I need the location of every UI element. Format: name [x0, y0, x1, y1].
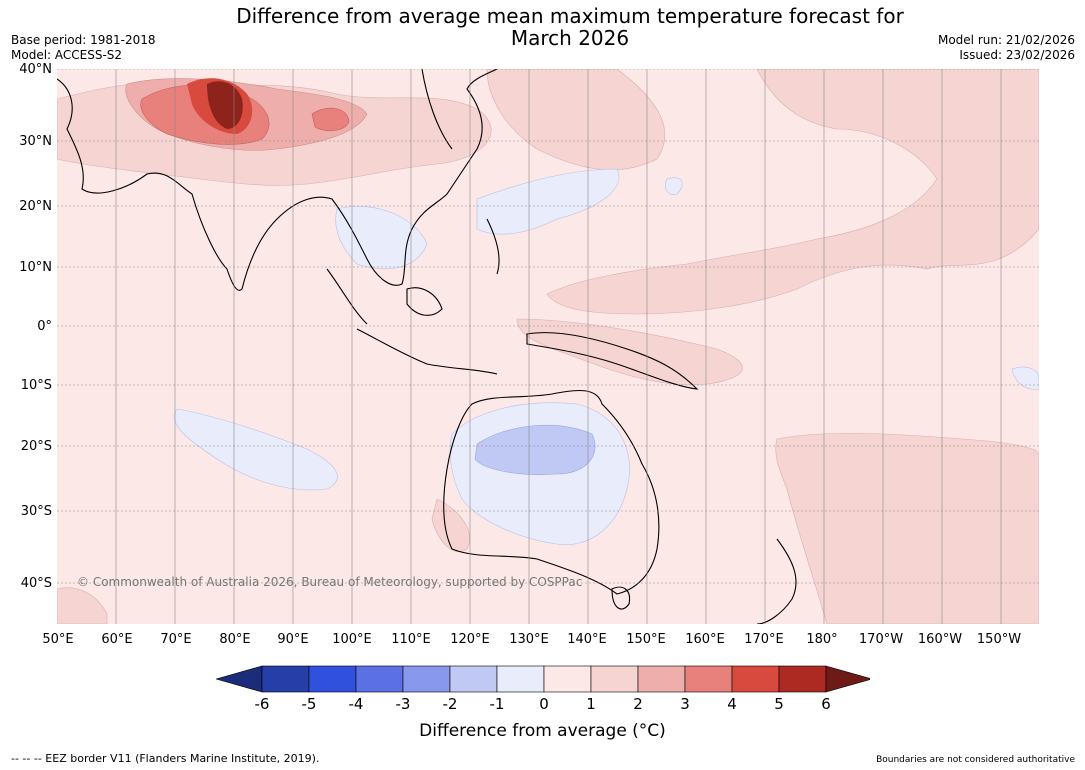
- colorbar-segment: [543, 665, 592, 693]
- lon-label: 120°E: [450, 632, 490, 647]
- west-australia-warm-zone: [431, 498, 470, 552]
- lon-label: 160°E: [685, 632, 725, 647]
- colorbar-segment: [449, 665, 498, 693]
- tasmania-coastline: [611, 586, 631, 610]
- colorbar-segment: [308, 665, 357, 693]
- meta-right: Model run: 21/02/2026 Issued: 23/02/2026: [938, 33, 1075, 63]
- title-line-1: Difference from average mean maximum tem…: [236, 4, 904, 28]
- colorbar-tick-label: -1: [489, 695, 505, 713]
- lat-label: 40°S: [20, 576, 52, 591]
- title-line-2: March 2026: [510, 26, 630, 50]
- coastlines: [57, 69, 797, 624]
- boundary-disclaimer: Boundaries are not considered authoritat…: [876, 755, 1075, 765]
- indian-ocean-cool: [174, 408, 338, 491]
- lon-label: 150°W: [976, 632, 1022, 647]
- philippine-sea-cool: [476, 168, 620, 235]
- colorbar-segment: [402, 665, 451, 693]
- new-guinea-coastline: [526, 332, 699, 390]
- lat-label: 10°S: [20, 378, 52, 393]
- meta-left: Base period: 1981-2018 Model: ACCESS-S2: [11, 33, 156, 63]
- colorbar-tick-label: 5: [774, 695, 784, 713]
- colorbar-segment: [731, 665, 780, 693]
- china-hot-spot: [311, 107, 350, 132]
- philippines-coastline: [486, 218, 500, 275]
- colorbar-segment: [590, 665, 639, 693]
- korea-japan-coastline: [421, 69, 453, 150]
- lat-label: 30°N: [19, 134, 52, 149]
- colorbar-extend-low: [216, 665, 263, 693]
- copyright-notice: © Commonwealth of Australia 2026, Bureau…: [77, 575, 583, 589]
- sumatra-coastline: [326, 268, 368, 325]
- lat-label: 20°N: [19, 199, 52, 214]
- anomaly-band-neg2-neg1: [474, 425, 596, 475]
- colorbar-tick-label: 4: [727, 695, 737, 713]
- asia-coastline: [57, 69, 498, 291]
- lon-label: 80°E: [219, 632, 251, 647]
- lon-label: 70°E: [160, 632, 192, 647]
- colorbar-tick-label: 6: [821, 695, 831, 713]
- colorbar-tick-label: -2: [442, 695, 458, 713]
- eez-note: -- -- -- EEZ border V11 (Flanders Marine…: [11, 752, 320, 765]
- colorbar-tick-label: -4: [348, 695, 364, 713]
- lon-label: 100°E: [332, 632, 372, 647]
- lat-label: 10°N: [19, 260, 52, 275]
- southwest-warm-zone: [57, 587, 108, 624]
- colorbar-tick-label: -5: [301, 695, 317, 713]
- lon-label: 50°E: [42, 632, 74, 647]
- new-zealand-coastline: [756, 538, 797, 624]
- lon-label: 150°E: [626, 632, 666, 647]
- lon-label: 160°W: [917, 632, 963, 647]
- colorbar-tick-label: -3: [395, 695, 411, 713]
- colorbar-extend-high: [825, 665, 870, 693]
- temperature-anomaly-map: [57, 69, 1039, 624]
- graticule: [57, 69, 1039, 624]
- lon-label: 110°E: [391, 632, 431, 647]
- australia-coastline: [443, 389, 660, 595]
- lat-label: 40°N: [19, 62, 52, 77]
- base-period: Base period: 1981-2018: [11, 33, 156, 47]
- colorbar-tick-label: 0: [539, 695, 549, 713]
- lon-label: 90°E: [277, 632, 309, 647]
- lat-label: 30°S: [20, 504, 52, 519]
- colorbar-tick-label: 2: [633, 695, 643, 713]
- pacific-warm-zone: [546, 69, 1039, 315]
- issued-date: Issued: 23/02/2026: [959, 48, 1075, 62]
- lon-label: 170°E: [744, 632, 784, 647]
- lon-label: 180°: [806, 632, 838, 647]
- colorbar-tick-label: 1: [586, 695, 596, 713]
- colorbar-segment: [261, 665, 310, 693]
- lon-label: 140°E: [567, 632, 607, 647]
- lat-label: 20°S: [20, 439, 52, 454]
- colorbar-tick-label: 3: [680, 695, 690, 713]
- central-australia-cool: [474, 425, 596, 475]
- lon-label: 130°E: [509, 632, 549, 647]
- lon-label: 170°W: [858, 632, 904, 647]
- east-pacific-cool-spot: [1011, 366, 1039, 390]
- colorbar-segment: [637, 665, 686, 693]
- indochina-cool: [335, 206, 428, 270]
- colorbar-segments: [216, 665, 870, 693]
- map-title: Difference from average mean maximum tem…: [170, 5, 970, 49]
- indonesia-coastline: [356, 328, 498, 375]
- colorbar: [216, 665, 870, 693]
- colorbar-segment: [496, 665, 545, 693]
- lon-label: 60°E: [101, 632, 133, 647]
- lat-label: 0°: [37, 319, 52, 334]
- borneo-coastline: [406, 287, 443, 316]
- colorbar-segment: [778, 665, 827, 693]
- model-name: Model: ACCESS-S2: [11, 48, 123, 62]
- colorbar-segment: [684, 665, 733, 693]
- model-run: Model run: 21/02/2026: [937, 33, 1075, 47]
- colorbar-label: Difference from average (°C): [419, 721, 666, 741]
- colorbar-tick-label: -6: [254, 695, 270, 713]
- colorbar-segment: [355, 665, 404, 693]
- pacific-cool-spot: [665, 177, 683, 195]
